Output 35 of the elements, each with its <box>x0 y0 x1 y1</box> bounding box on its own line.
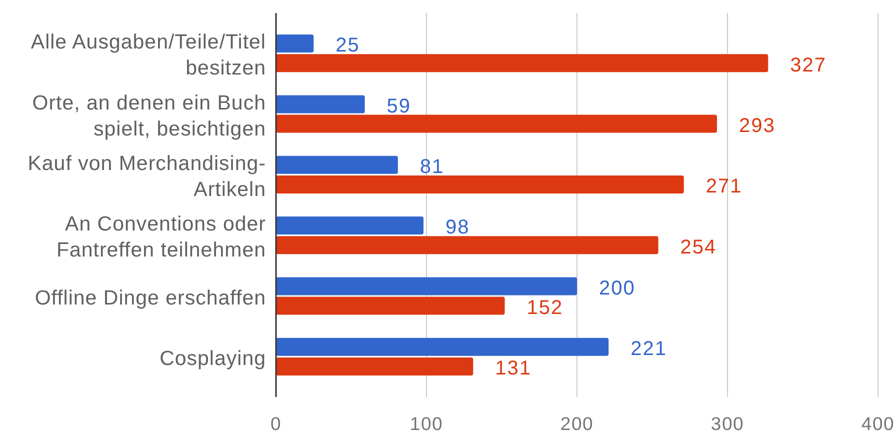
bar <box>276 338 609 356</box>
bar <box>276 357 474 376</box>
x-tick-label: 200 <box>560 413 594 434</box>
bar <box>276 34 314 53</box>
data-label: 25 <box>336 34 360 57</box>
data-label: 81 <box>420 156 444 178</box>
bar <box>276 114 717 133</box>
x-tick-label: 0 <box>270 413 282 434</box>
bar <box>276 216 424 235</box>
data-label: 152 <box>526 296 564 319</box>
x-tick-label: 100 <box>410 413 444 434</box>
y-tick-label: Orte, an denen ein Buch spielt, besichtigen <box>32 91 266 140</box>
data-label: 271 <box>706 176 742 198</box>
x-tick-label: 400 <box>861 413 895 434</box>
bar <box>276 236 658 254</box>
y-tick-label: Kauf von Merchandising-Artikeln <box>28 152 266 202</box>
y-tick-label: An Conventions oder Fantreffen teilnehmen <box>56 212 266 262</box>
data-label: 200 <box>599 277 636 300</box>
bar <box>276 95 365 114</box>
x-tick-label: 300 <box>710 413 744 434</box>
data-label: 59 <box>386 95 412 118</box>
y-tick-label: Cosplaying <box>160 347 266 370</box>
data-label: 131 <box>495 358 532 380</box>
bar <box>276 175 684 194</box>
y-tick-label: Alle Ausgaben/Teile/Titel besitzen <box>30 30 266 80</box>
data-label: 221 <box>630 338 667 360</box>
bar <box>276 277 577 296</box>
data-label: 327 <box>790 54 827 76</box>
data-label: 98 <box>445 216 470 239</box>
data-label: 293 <box>738 114 776 137</box>
data-label: 254 <box>680 236 717 258</box>
y-tick-label: Offline Dinge erschaffen <box>34 286 266 310</box>
bar <box>276 54 768 72</box>
bar <box>276 296 505 315</box>
bar <box>276 156 398 174</box>
